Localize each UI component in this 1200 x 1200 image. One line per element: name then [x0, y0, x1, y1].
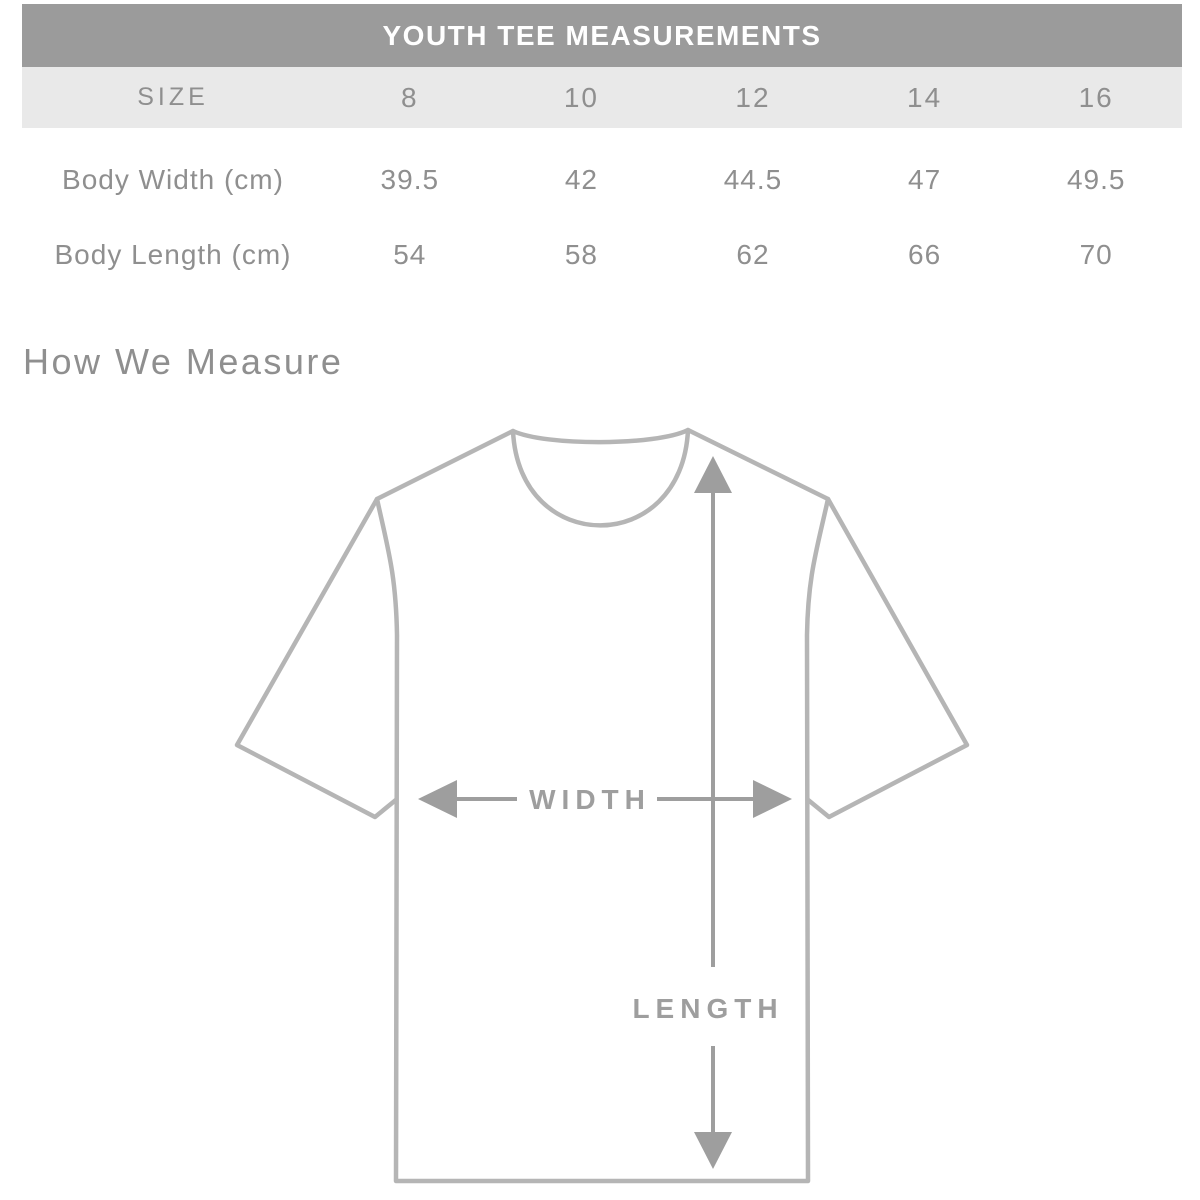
tshirt-right-sleeve: [804, 496, 970, 820]
table-row-gap: [22, 128, 1182, 142]
tshirt-neckline: [510, 427, 691, 528]
arrow-up-icon: [694, 456, 732, 493]
table-row: Body Length (cm) 54 58 62 66 70: [22, 217, 1182, 292]
body-length-value: 66: [908, 238, 942, 270]
size-column-header: 14: [907, 81, 943, 113]
body-width-value: 44.5: [723, 163, 783, 195]
size-header-row: SIZE 8 10 12 14 16: [22, 67, 1182, 128]
table-title-bar: YOUTH TEE MEASUREMENTS: [22, 4, 1182, 67]
body-length-value: 70: [1079, 238, 1113, 270]
body-length-value: 54: [393, 238, 427, 270]
body-length-value: 58: [564, 238, 598, 270]
tshirt-body-outline: [374, 427, 831, 1184]
length-label: LENGTH: [632, 993, 783, 1024]
arrow-right-icon: [753, 780, 792, 818]
body-width-value: 49.5: [1066, 163, 1126, 195]
arrow-down-icon: [694, 1132, 732, 1169]
size-column-header: 8: [401, 81, 419, 113]
table-row: Body Width (cm) 39.5 42 44.5 47 49.5: [22, 142, 1182, 217]
size-column-header: 10: [563, 81, 599, 113]
arrow-left-icon: [418, 780, 457, 818]
size-column-header: 12: [735, 81, 771, 113]
tshirt-left-sleeve: [234, 496, 400, 820]
measurements-table: YOUTH TEE MEASUREMENTS SIZE 8 10 12 14 1…: [22, 4, 1182, 292]
row-label-body-width: Body Width (cm): [62, 163, 284, 195]
body-width-value: 39.5: [380, 163, 440, 195]
body-length-value: 62: [736, 238, 770, 270]
tshirt-measure-diagram: WIDTH LENGTH: [234, 427, 970, 1184]
width-label: WIDTH: [529, 784, 651, 815]
table-title: YOUTH TEE MEASUREMENTS: [382, 19, 822, 51]
size-header-label: SIZE: [137, 83, 209, 111]
body-width-value: 42: [564, 163, 598, 195]
body-width-value: 47: [908, 163, 942, 195]
section-heading: How We Measure: [23, 341, 344, 382]
row-label-body-length: Body Length (cm): [54, 238, 292, 270]
size-column-header: 16: [1078, 81, 1114, 113]
